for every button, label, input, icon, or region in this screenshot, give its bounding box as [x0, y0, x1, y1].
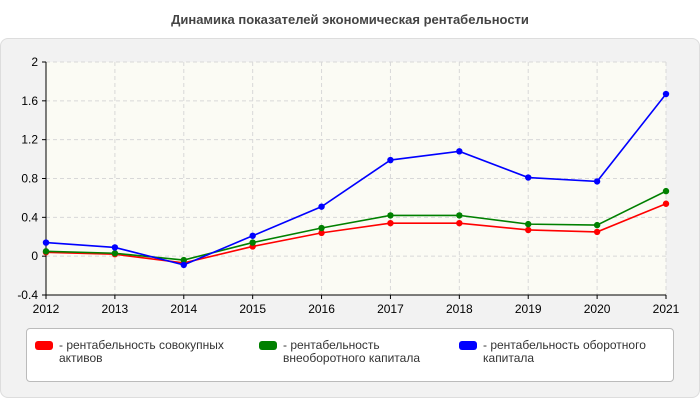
data-point [456, 212, 463, 219]
data-point [387, 212, 394, 219]
series-line-2 [45, 93, 667, 266]
data-point [249, 232, 256, 239]
data-point [456, 219, 463, 227]
y-tick-label: 2 [31, 55, 38, 69]
data-point [111, 250, 119, 257]
data-point [387, 156, 394, 164]
x-tick-label: 2014 [170, 302, 197, 316]
x-tick-label: 2016 [308, 302, 335, 316]
y-tick-label: 0.4 [21, 210, 38, 224]
legend-swatch-red [35, 341, 53, 350]
series-line-0 [45, 203, 667, 264]
data-point [111, 244, 119, 251]
x-tick-label: 2013 [102, 302, 129, 316]
chart-legend: - рентабельность совокупных активов - ре… [26, 328, 674, 382]
y-tick-label: 0 [31, 249, 38, 263]
y-tick-label: 1.2 [21, 133, 38, 147]
x-tick-label: 2019 [515, 302, 542, 316]
chart-title: Динамика показателей экономическая рента… [171, 12, 529, 27]
y-tick-label: -0.4 [17, 288, 38, 302]
x-tick-label: 2017 [377, 302, 404, 316]
x-tick-label: 2012 [33, 302, 60, 316]
data-point [662, 187, 670, 195]
x-tick-label: 2020 [584, 302, 611, 316]
data-point [593, 178, 601, 185]
y-tick-label: 1.6 [21, 94, 38, 108]
legend-item-fixed-capital: - рентабельность внеоборотного капитала [259, 339, 459, 365]
legend-label: - рентабельность оборотного капитала [483, 338, 646, 365]
data-point [180, 261, 187, 269]
data-point [662, 90, 670, 98]
data-point [387, 219, 394, 227]
data-point [525, 220, 532, 228]
legend-label: - рентабельность внеоборотного капитала [283, 338, 420, 365]
data-point [42, 239, 50, 246]
data-point [318, 203, 325, 210]
data-point [525, 226, 532, 234]
data-point [662, 200, 670, 207]
y-tick-label: 0.8 [21, 172, 38, 186]
x-tick-label: 2021 [653, 302, 680, 316]
data-point [525, 174, 532, 181]
data-point [318, 224, 325, 232]
data-point [249, 239, 256, 246]
data-point [593, 221, 601, 229]
data-point [593, 228, 601, 236]
x-tick-label: 2018 [446, 302, 473, 316]
legend-item-working-capital: - рентабельность оборотного капитала [459, 339, 669, 365]
data-point [42, 248, 50, 255]
legend-label: - рентабельность совокупных активов [59, 338, 224, 365]
legend-swatch-green [259, 341, 277, 350]
data-point [318, 229, 325, 237]
data-point [456, 148, 463, 155]
legend-item-assets: - рентабельность совокупных активов [35, 339, 245, 365]
data-point [180, 256, 187, 264]
x-tick-label: 2015 [239, 302, 266, 316]
legend-swatch-blue [459, 341, 477, 350]
